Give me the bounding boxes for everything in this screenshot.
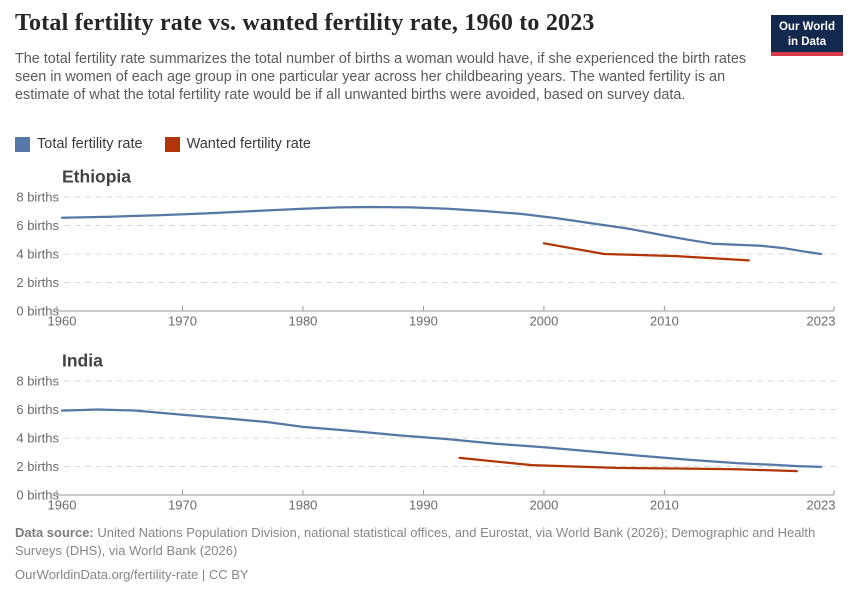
- x-tick-label: 1970: [168, 314, 197, 329]
- y-tick-label: 2 births: [16, 275, 59, 290]
- series-line-wanted-fertility-rate: [542, 242, 750, 262]
- y-tick-label: 4 births: [16, 247, 59, 262]
- x-tick-label: 2023: [807, 314, 836, 329]
- y-tick-label: 0 births: [16, 488, 59, 503]
- data-source-line: Data source: United Nations Population D…: [15, 524, 833, 560]
- x-tick-label: 1990: [409, 314, 438, 329]
- page-title: Total fertility rate vs. wanted fertilit…: [15, 10, 595, 36]
- x-tick-label: 2010: [650, 498, 679, 513]
- legend-item: Wanted fertility rate: [164, 136, 311, 152]
- panel-title: India: [62, 351, 103, 371]
- x-tick-label: 2000: [529, 498, 558, 513]
- legend-label: Total fertility rate: [37, 136, 143, 152]
- x-tick-label: 1970: [168, 498, 197, 513]
- legend-item: Total fertility rate: [15, 136, 143, 152]
- legend-swatch: [15, 136, 30, 152]
- series-line-wanted-fertility-rate: [458, 456, 799, 473]
- x-tick-label: 1980: [288, 498, 317, 513]
- credit-line: OurWorldinData.org/fertility-rate | CC B…: [15, 567, 249, 582]
- y-tick-label: 6 births: [16, 402, 59, 417]
- y-tick-label: 0 births: [16, 304, 59, 319]
- data-source-text: United Nations Population Division, nati…: [15, 525, 816, 558]
- legend: Total fertility rate Wanted fertility rat…: [15, 136, 311, 152]
- chart-panel-india: India 0 births 2 births 4 births 6 births 8 b…: [16, 351, 836, 513]
- x-tick-label: 1960: [48, 498, 77, 513]
- x-tick-label: 2010: [650, 314, 679, 329]
- y-tick-label: 2 births: [16, 459, 59, 474]
- chart-panel-ethiopia: Ethiopia 0 births 2 births 4 births 6 births…: [16, 167, 836, 329]
- x-tick-label: 2023: [807, 498, 836, 513]
- x-tick-label: 1990: [409, 498, 438, 513]
- chart-subtitle: The total fertility rate summarizes the …: [15, 51, 747, 104]
- y-tick-label: 4 births: [16, 431, 59, 446]
- owid-logo-line2: in Data: [787, 35, 827, 48]
- owid-logo-line1: Our World: [778, 21, 835, 33]
- series-line-total-fertility-rate: [60, 408, 823, 469]
- x-tick-label: 1980: [288, 314, 317, 329]
- legend-label: Wanted fertility rate: [186, 136, 311, 152]
- y-tick-label: 6 births: [16, 218, 59, 233]
- legend-swatch: [164, 136, 180, 152]
- owid-logo: Our World in Data: [770, 15, 843, 57]
- y-tick-label: 8 births: [16, 190, 59, 205]
- y-tick-label: 8 births: [16, 374, 59, 389]
- x-tick-label: 1960: [48, 314, 77, 329]
- chart-footer: Data source: United Nations Population D…: [15, 524, 833, 584]
- series-line-total-fertility-rate: [60, 205, 823, 256]
- panel-title: Ethiopia: [62, 167, 131, 187]
- x-tick-label: 2000: [529, 314, 558, 329]
- data-source-label: Data source:: [15, 525, 94, 540]
